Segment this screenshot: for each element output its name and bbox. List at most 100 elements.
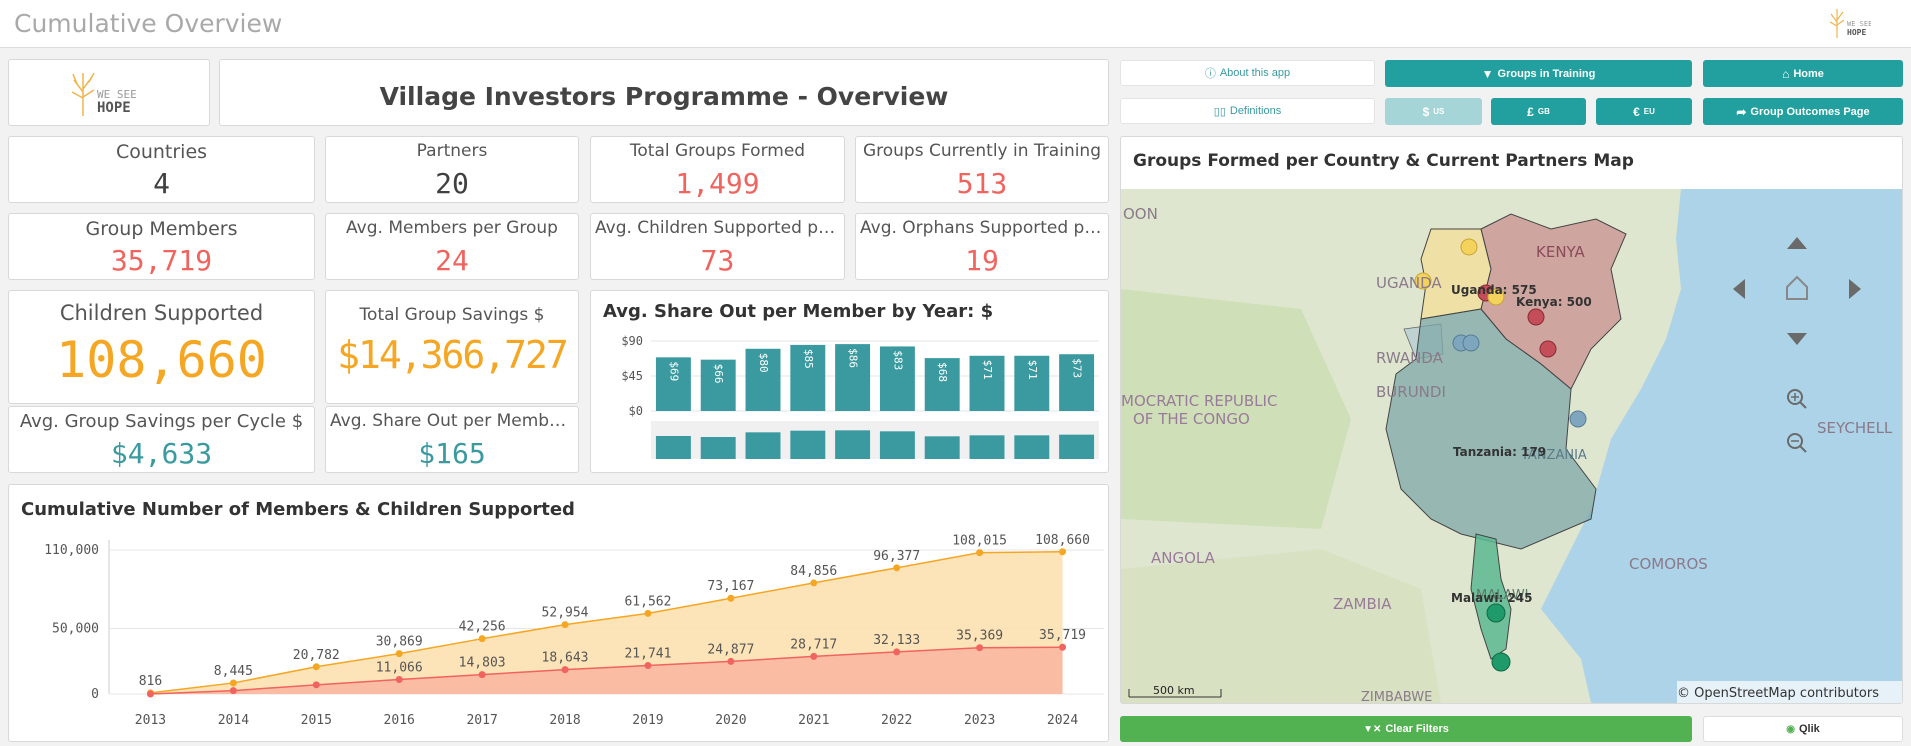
tanzania-marker[interactable] <box>1462 334 1480 352</box>
series-point[interactable] <box>561 666 569 674</box>
home-view-icon[interactable] <box>1786 275 1808 300</box>
kpi-avg-children[interactable]: Avg. Children Supported per G... 73 <box>590 213 845 280</box>
series-point[interactable] <box>810 579 818 587</box>
groups-map[interactable]: KENYA UGANDA RWANDA BURUNDI TANZANIA MAL… <box>1121 189 1902 703</box>
cumulative-area-chart[interactable]: 110,000 50,000 0 2013 2014 2015 2016 2017 2018 20… <box>9 530 1110 742</box>
series-point[interactable] <box>976 644 984 652</box>
zoom-in-icon[interactable] <box>1787 389 1807 409</box>
bar[interactable] <box>1014 355 1050 411</box>
series-point[interactable] <box>1059 548 1067 556</box>
x-tick-label: 2023 <box>964 713 995 728</box>
map-ocean <box>1541 189 1902 703</box>
zoom-out-icon[interactable] <box>1787 433 1807 453</box>
kenya-marker[interactable] <box>1539 340 1557 358</box>
map-viewport[interactable]: KENYA UGANDA RWANDA BURUNDI TANZANIA MAL… <box>1121 189 1902 703</box>
bar[interactable] <box>790 344 826 411</box>
pan-right-icon[interactable] <box>1849 279 1861 299</box>
kpi-total-savings[interactable]: Total Group Savings $ $14,366,727 <box>325 290 579 404</box>
home-button[interactable]: ⌂ Home <box>1703 60 1903 87</box>
kpi-countries[interactable]: Countries 4 <box>8 136 315 203</box>
map-tanzania[interactable] <box>1385 308 1597 550</box>
uganda-marker[interactable] <box>1487 288 1505 306</box>
series-point[interactable] <box>644 609 652 617</box>
about-button[interactable]: ⓘ About this app <box>1120 60 1375 86</box>
kpi-group-members[interactable]: Group Members 35,719 <box>8 213 315 280</box>
cumulative-chart-card[interactable]: Cumulative Number of Members & Children … <box>8 484 1109 742</box>
bar[interactable] <box>879 346 915 411</box>
kpi-label: Avg. Children Supported per G... <box>595 218 844 238</box>
currency-usd-button[interactable]: $ US <box>1385 98 1482 125</box>
bar-value-label: $71 <box>1026 360 1039 380</box>
map-attribution[interactable]: © OpenStreetMap contributors <box>1677 686 1879 701</box>
series-point[interactable] <box>976 549 984 557</box>
qlik-button[interactable]: ◉ Qlik <box>1703 716 1903 742</box>
share-out-bar-chart[interactable]: $90 $45 $0 $69 $66 $80 $85 $86 $83 $68 $71 $71 $73 <box>591 331 1110 471</box>
bar[interactable] <box>835 344 871 411</box>
bar[interactable] <box>745 348 781 411</box>
top-bar: Cumulative Overview WE SEE HOPE <box>0 0 1911 48</box>
series-point[interactable] <box>395 650 403 658</box>
bar[interactable] <box>969 355 1005 411</box>
svg-text:HOPE: HOPE <box>97 100 131 116</box>
kpi-label: Avg. Share Out per Member $ <box>330 411 578 431</box>
series-point[interactable] <box>229 679 237 687</box>
series-point[interactable] <box>478 671 486 679</box>
kpi-avg-savings-cycle[interactable]: Avg. Group Savings per Cycle $ $4,633 <box>8 406 315 473</box>
x-tick-label: 2024 <box>1047 713 1078 728</box>
uganda-marker[interactable] <box>1460 238 1478 256</box>
pan-up-icon[interactable] <box>1787 237 1807 249</box>
series-point[interactable] <box>810 652 818 660</box>
series-point[interactable] <box>229 687 237 695</box>
map-malawi[interactable] <box>1470 533 1512 660</box>
clear-filters-button[interactable]: ▼✕ Clear Filters <box>1120 716 1692 742</box>
kpi-partners[interactable]: Partners 20 <box>325 136 579 203</box>
kpi-label: Partners <box>416 141 488 161</box>
series-point[interactable] <box>893 648 901 656</box>
groups-training-button[interactable]: ▼ Groups in Training <box>1385 60 1692 87</box>
series-point[interactable] <box>727 594 735 602</box>
overview-bar <box>655 436 691 459</box>
definitions-button[interactable]: ▯▯ Definitions <box>1120 98 1375 124</box>
bar[interactable] <box>924 358 960 411</box>
series-point[interactable] <box>644 662 652 670</box>
series-point[interactable] <box>146 690 154 698</box>
kpi-groups-training[interactable]: Groups Currently in Training 513 <box>855 136 1109 203</box>
pan-down-icon[interactable] <box>1787 333 1807 345</box>
kpi-avg-share-out[interactable]: Avg. Share Out per Member $ $165 <box>325 406 579 473</box>
malawi-marker[interactable] <box>1491 652 1511 672</box>
bar[interactable] <box>655 357 691 411</box>
kpi-avg-members[interactable]: Avg. Members per Group 24 <box>325 213 579 280</box>
series-point[interactable] <box>1059 643 1067 651</box>
kpi-children-supported[interactable]: Children Supported 108,660 <box>8 290 315 404</box>
series-point[interactable] <box>395 676 403 684</box>
kpi-avg-orphans[interactable]: Avg. Orphans Supported per ... 19 <box>855 213 1109 280</box>
kpi-value: 1,499 <box>675 167 760 200</box>
svg-text:WE SEE: WE SEE <box>1847 20 1871 28</box>
bar[interactable] <box>700 359 736 411</box>
currency-eur-button[interactable]: € EU <box>1596 98 1692 125</box>
series-point[interactable] <box>312 681 320 689</box>
kpi-value: 35,719 <box>110 244 213 277</box>
kpi-value: $14,366,727 <box>337 333 569 377</box>
series-point[interactable] <box>478 635 486 643</box>
share-out-chart-card[interactable]: Avg. Share Out per Member by Year: $ $90… <box>590 290 1109 473</box>
series-point[interactable] <box>893 564 901 572</box>
clear-filter-icon: ▼✕ <box>1363 723 1382 735</box>
bar[interactable] <box>1059 354 1095 411</box>
pan-left-icon[interactable] <box>1733 279 1745 299</box>
series-point[interactable] <box>312 663 320 671</box>
tanzania-marker[interactable] <box>1569 410 1587 428</box>
kpi-total-groups[interactable]: Total Groups Formed 1,499 <box>590 136 845 203</box>
series-point[interactable] <box>561 621 569 629</box>
series-point[interactable] <box>727 657 735 665</box>
overview-bar <box>879 431 915 459</box>
data-label: 32,133 <box>873 633 920 648</box>
region-burundi: BURUNDI <box>1376 383 1446 401</box>
uganda-marker[interactable] <box>1414 272 1432 290</box>
y-tick-label: $45 <box>621 369 643 383</box>
currency-gbp-button[interactable]: £ GB <box>1491 98 1586 125</box>
kpi-label: Countries <box>115 141 208 163</box>
kenya-marker[interactable] <box>1527 308 1545 326</box>
outcomes-button[interactable]: ➦ Group Outcomes Page <box>1703 98 1903 125</box>
malawi-marker[interactable] <box>1486 603 1506 623</box>
